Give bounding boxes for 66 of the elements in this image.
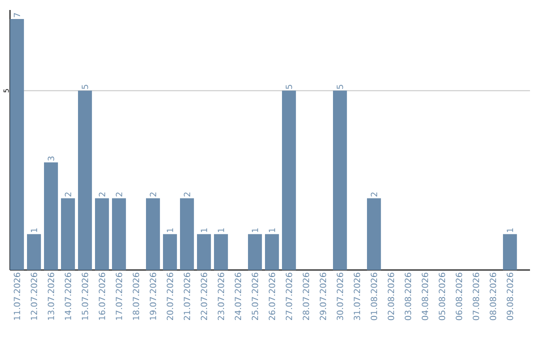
data-label: 2 (150, 192, 156, 196)
x-tick-label: 21.07.2026 (184, 272, 190, 320)
bar (196, 234, 211, 270)
x-tick-label: 25.07.2026 (252, 272, 258, 320)
x-tick-label: 12.07.2026 (30, 272, 38, 320)
bar (366, 198, 381, 270)
bar (332, 90, 347, 270)
x-tick-label: 19.07.2026 (150, 272, 156, 320)
x-tick-label: 08.08.2026 (490, 272, 496, 320)
data-label: 2 (116, 192, 122, 196)
bar (502, 234, 517, 270)
x-tick-label: 23.07.2026 (218, 272, 224, 320)
x-tick-label: 04.08.2026 (422, 272, 428, 320)
x-tick-label: 13.07.2026 (48, 272, 54, 320)
data-label: 2 (98, 192, 106, 196)
data-label: 1 (30, 228, 38, 232)
data-label: 1 (218, 228, 224, 232)
bar (180, 198, 194, 270)
x-tick-label: 31.07.2026 (354, 272, 360, 320)
data-label: 2 (64, 192, 72, 196)
x-tick-label: 27.07.2026 (286, 272, 292, 320)
data-label: 3 (48, 156, 54, 161)
data-label: 2 (184, 192, 190, 196)
x-tick-label: 15.07.2026 (82, 272, 88, 320)
bar (282, 90, 296, 270)
x-tick-label: 11.07.2026 (14, 272, 20, 320)
x-tick-label: 29.07.2026 (320, 272, 326, 320)
bar (146, 198, 160, 270)
data-label: 5 (336, 84, 344, 89)
data-label: 1 (268, 228, 276, 232)
bar (94, 198, 109, 270)
x-tick-label: 09.08.2026 (506, 272, 514, 320)
data-label: 7 (14, 13, 20, 18)
bar (27, 234, 41, 270)
data-label: 1 (200, 228, 208, 232)
x-tick-label: 18.07.2026 (132, 272, 140, 320)
x-tick-label: 28.07.2026 (302, 272, 310, 320)
data-label: 2 (370, 192, 378, 196)
x-tick-label: 06.08.2026 (456, 272, 462, 320)
bar (10, 18, 24, 270)
x-tick-label: 01.08.2026 (370, 272, 378, 320)
x-tick-label: 26.07.2026 (268, 272, 276, 320)
x-tick-label: 20.07.2026 (166, 272, 174, 320)
x-tick-label: 16.07.2026 (98, 272, 106, 320)
x-tick-label: 30.07.2026 (336, 272, 344, 320)
x-tick-label: 02.08.2026 (388, 272, 394, 320)
data-label: 1 (506, 228, 514, 232)
x-tick-label: 17.07.2026 (116, 272, 122, 320)
bar (78, 90, 92, 270)
bar (44, 162, 58, 270)
data-label: 1 (166, 228, 174, 232)
bar (248, 234, 262, 270)
x-tick-label: 03.08.2026 (404, 272, 412, 320)
data-label: 5 (82, 84, 88, 89)
bar (214, 234, 228, 270)
x-tick-label: 07.08.2026 (472, 272, 480, 320)
data-label: 1 (252, 228, 258, 232)
bar (112, 198, 126, 270)
data-label: 5 (286, 84, 292, 89)
bar (162, 234, 177, 270)
x-tick-label: 14.07.2026 (64, 272, 72, 320)
bar (264, 234, 279, 270)
x-tick-label: 24.07.2026 (234, 272, 242, 320)
x-tick-label: 05.08.2026 (438, 272, 446, 320)
bar (60, 198, 75, 270)
x-tick-label: 22.07.2026 (200, 272, 208, 320)
